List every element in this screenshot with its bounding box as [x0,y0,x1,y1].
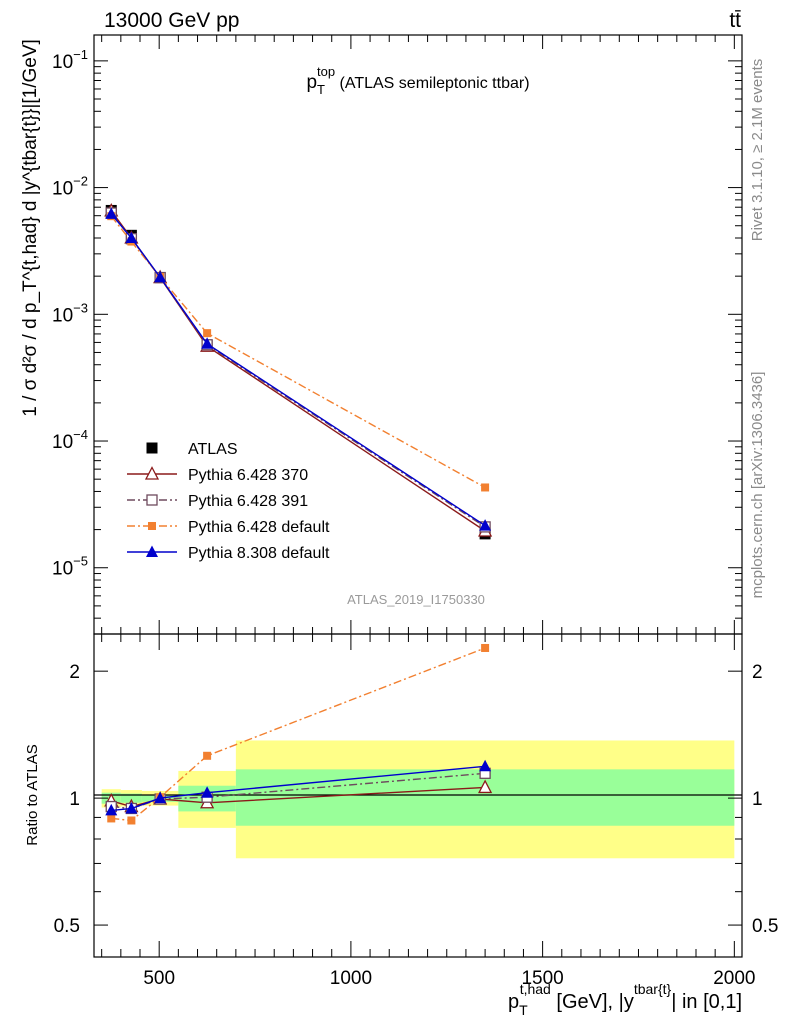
main-point-pythia-8-308-default [105,207,118,219]
ratio-point-pythia-8-308-default [201,786,214,798]
legend-item-atlas: ATLAS [146,441,238,458]
legend-marker-atlas [146,442,158,454]
x-tick-label: 1500 [521,968,563,989]
main-y-tick-label: 10−4 [52,427,88,453]
main-y-tick-label-exponent: −1 [73,47,88,62]
ratio-bands [101,740,735,859]
plot-title-main: p [306,72,317,93]
legend-label-pythia-6-428-default: Pythia 6.428 default [188,519,330,536]
main-plot-data [104,202,493,540]
ratio-point-pythia-8-308-default [105,803,118,816]
x-axis-label-rest: [GeV], |y [551,991,634,1013]
main-y-axis-label: 1 / σ d²σ / d p_T^{t,had} d |y^{tbar{t}}… [20,39,41,417]
ratio-point-pythia-6-428-default [127,816,136,825]
ratio-axes: 500 1000 1500 2000 0.5 0.5 1 1 2 2 [54,634,778,989]
ratio-y-tick-label: 2 [69,662,80,683]
ratio-y-tick-label-right: 0.5 [752,916,778,937]
main-point-pythia-8-308-default [201,337,214,349]
ratio-series-pythia-8-308-default [105,759,492,816]
legend-label-pythia-6-428-391: Pythia 6.428 391 [188,493,308,510]
legend-marker-pythia-6-428-default [148,522,156,530]
legend-marker-pythia-6-428-370 [144,466,160,480]
energy-label: 13000 GeV pp [104,9,239,32]
x-axis-label-sup: t,had [520,981,551,997]
main-y-tick-label: 10−5 [52,554,88,580]
x-axis-label-rest2: | in [0,1] [671,991,742,1013]
main-y-tick-label: 10−3 [52,300,88,326]
legend-item-pythia-8-308-default: Pythia 8.308 default [127,545,330,562]
main-point-pythia-8-308-default [479,519,492,531]
x-tick-label: 2000 [713,968,755,989]
ratio-point-pythia-8-308-default [125,801,138,814]
x-axis-label-sup2: tbar{t} [634,981,672,997]
ratio-plot-data [104,643,493,825]
ratio-y-tick-label-right: 1 [752,789,763,810]
plot-title-sub: T [317,82,325,97]
ratio-point-pythia-6-428-370 [478,779,493,794]
ratio-point-pythia-8-308-default [479,759,492,772]
ratio-point-pythia-6-428-default [203,751,212,760]
legend: ATLAS Pythia 6.428 370 Pythia 6.428 391 Pyt… [127,441,330,562]
ratio-plot-frame [93,633,743,958]
plot-title: pTtop (ATLAS semileptonic ttbar) [306,64,529,97]
ratio-y-tick-label-right: 2 [752,662,763,683]
main-point-pythia-8-308-default [154,270,167,283]
ratio-band-inner [120,793,142,803]
main-point-pythia-8-308-default [125,231,138,244]
legend-item-pythia-6-428-default: Pythia 6.428 default [127,519,330,536]
main-y-tick-label-mantissa: 10 [52,432,73,453]
ratio-y-tick-label: 1 [69,789,80,810]
ratio-point-pythia-8-308-default [154,791,167,804]
legend-marker-pythia-8-308-default [146,545,158,557]
rivet-label: Rivet 3.1.10, ≥ 2.1M events [749,59,766,242]
ratio-line-pythia-6-428-default [111,647,486,822]
main-point-pythia-6-428-default [481,483,490,492]
analysis-label: ATLAS_2019_I1750330 [347,592,485,607]
legend-item-pythia-6-428-370: Pythia 6.428 370 [127,466,308,484]
legend-label-atlas: ATLAS [188,441,238,458]
x-tick-label: 1000 [330,968,372,989]
main-y-tick-label-exponent: −4 [73,427,88,442]
process-label: tt̄ [729,9,741,32]
main-point-pythia-6-428-default [203,329,212,338]
ratio-y-axis-label: Ratio to ATLAS [24,744,41,845]
main-y-tick-label-mantissa: 10 [52,52,73,73]
x-axis-label-sub: T [519,1002,528,1018]
main-y-tick-label-exponent: −3 [73,300,88,315]
plot-title-sup: top [317,64,335,79]
legend-item-pythia-6-428-391: Pythia 6.428 391 [127,493,308,510]
main-y-tick-label-exponent: −2 [73,174,88,189]
plot-title-rest: (ATLAS semileptonic ttbar) [335,75,529,92]
ratio-panel: 500 1000 1500 2000 0.5 0.5 1 1 2 2 Ratio to ATLAS… [24,633,778,1018]
main-y-tick-label-mantissa: 10 [52,559,73,580]
mcplots-label: mcplots.cern.ch [arXiv:1306.3436] [749,372,766,599]
legend-label-pythia-6-428-370: Pythia 6.428 370 [188,467,308,484]
main-series-pythia-6-428-default [107,212,490,492]
main-series-atlas [105,204,491,540]
main-axes: 10−110−210−310−410−5 [52,35,742,635]
main-panel: 10−110−210−310−410−5 pTtop (ATLAS semile… [20,34,743,635]
x-axis-label: pTt,had [GeV], |ytbar{t}| in [0,1] [508,981,742,1018]
main-y-tick-label-mantissa: 10 [52,305,73,326]
main-line-pythia-6-428-default [110,215,486,489]
legend-marker-pythia-6-428-391 [146,494,158,506]
x-axis-label-main: p [508,991,519,1013]
main-y-tick-label: 10−1 [52,47,88,73]
main-series-pythia-6-428-370 [104,202,493,537]
legend-label-pythia-8-308-default: Pythia 8.308 default [188,545,330,562]
ratio-y-tick-label: 0.5 [54,916,80,937]
main-y-tick-label-exponent: −5 [73,554,88,569]
ratio-point-pythia-6-428-default [481,643,490,652]
x-tick-label: 500 [143,968,175,989]
main-y-tick-label: 10−2 [52,174,88,200]
ratio-point-pythia-6-428-default [107,814,116,823]
main-y-tick-label-mantissa: 10 [52,179,73,200]
main-series-pythia-8-308-default [105,207,492,531]
